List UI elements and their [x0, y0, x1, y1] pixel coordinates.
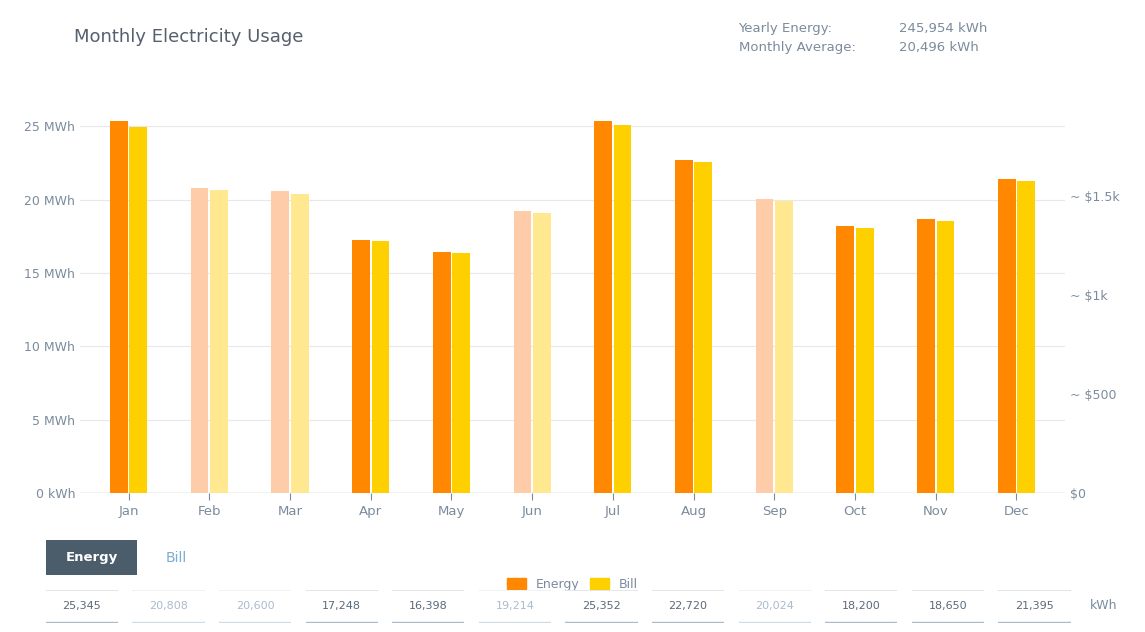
Bar: [694, 162, 712, 493]
Bar: [594, 121, 613, 493]
FancyBboxPatch shape: [996, 590, 1073, 623]
Bar: [532, 213, 551, 493]
Bar: [756, 199, 774, 493]
Text: 17,248: 17,248: [322, 601, 361, 611]
Text: 16,398: 16,398: [409, 601, 448, 611]
FancyBboxPatch shape: [476, 590, 553, 623]
FancyBboxPatch shape: [650, 590, 726, 623]
Text: 25,352: 25,352: [582, 601, 621, 611]
Text: 20,024: 20,024: [756, 601, 795, 611]
Bar: [1017, 181, 1035, 493]
Bar: [997, 179, 1016, 493]
FancyBboxPatch shape: [37, 537, 147, 579]
FancyBboxPatch shape: [131, 590, 207, 623]
Text: 20,496 kWh: 20,496 kWh: [899, 41, 979, 54]
Text: 22,720: 22,720: [669, 601, 708, 611]
Bar: [129, 126, 148, 493]
Text: 18,650: 18,650: [929, 601, 968, 611]
FancyBboxPatch shape: [823, 590, 900, 623]
Text: 20,600: 20,600: [236, 601, 275, 611]
Legend: Energy, Bill: Energy, Bill: [503, 573, 642, 596]
Bar: [514, 211, 531, 493]
Bar: [452, 253, 469, 493]
Text: 21,395: 21,395: [1016, 601, 1053, 611]
Bar: [210, 190, 228, 493]
Bar: [775, 201, 792, 493]
FancyBboxPatch shape: [390, 590, 466, 623]
Text: kWh: kWh: [1090, 599, 1118, 612]
Text: Energy: Energy: [65, 551, 118, 564]
Text: 18,200: 18,200: [842, 601, 881, 611]
Bar: [676, 160, 693, 493]
Bar: [291, 194, 308, 493]
FancyBboxPatch shape: [44, 590, 120, 623]
Text: 19,214: 19,214: [496, 601, 535, 611]
Bar: [917, 219, 935, 493]
Bar: [191, 188, 208, 493]
Bar: [371, 241, 389, 493]
FancyBboxPatch shape: [563, 590, 640, 623]
Text: 20,808: 20,808: [149, 601, 188, 611]
Text: Monthly Electricity Usage: Monthly Electricity Usage: [74, 28, 303, 46]
Bar: [271, 191, 290, 493]
Text: 25,345: 25,345: [63, 601, 101, 611]
FancyBboxPatch shape: [736, 590, 813, 623]
Bar: [837, 226, 854, 493]
Text: Bill: Bill: [166, 551, 188, 565]
Bar: [110, 121, 128, 493]
Text: Yearly Energy:: Yearly Energy:: [739, 22, 832, 35]
Bar: [353, 240, 370, 493]
Bar: [855, 228, 874, 493]
FancyBboxPatch shape: [216, 590, 293, 623]
Bar: [614, 125, 631, 493]
FancyBboxPatch shape: [909, 590, 986, 623]
FancyBboxPatch shape: [303, 590, 380, 623]
Bar: [433, 252, 451, 493]
Text: Monthly Average:: Monthly Average:: [739, 41, 855, 54]
Text: 245,954 kWh: 245,954 kWh: [899, 22, 987, 35]
Bar: [937, 221, 954, 493]
